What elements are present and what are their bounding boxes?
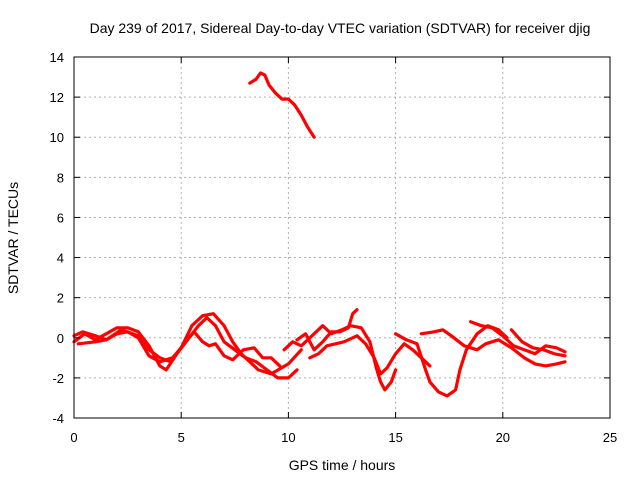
- y-tick-label: 2: [57, 291, 64, 306]
- x-tick-label: 0: [70, 430, 77, 445]
- series-track-10: [509, 328, 567, 358]
- x-tick-label: 25: [603, 430, 617, 445]
- grid-lines: [74, 57, 610, 418]
- y-tick-label: 0: [57, 331, 64, 346]
- y-axis-label: SDTVAR / TECUs: [5, 182, 21, 294]
- y-tick-label: 10: [50, 130, 64, 145]
- series-track-1: [72, 316, 299, 380]
- series-track-6: [308, 334, 432, 376]
- y-tick-label: 8: [57, 170, 64, 185]
- x-tick-label: 10: [281, 430, 295, 445]
- series-track-9: [469, 320, 567, 356]
- x-tick-label: 20: [496, 430, 510, 445]
- x-tick-label: 15: [388, 430, 402, 445]
- series-track-3: [76, 328, 282, 368]
- series-track-11: [248, 71, 316, 139]
- plot-frame: [73, 56, 611, 419]
- chart-title: Day 239 of 2017, Sidereal Day-to-day VTE…: [90, 20, 591, 36]
- x-tick-label: 5: [178, 430, 185, 445]
- series-track-8: [419, 328, 567, 368]
- series-track-5: [282, 324, 398, 392]
- y-tick-label: 12: [50, 90, 64, 105]
- y-tick-label: -4: [52, 411, 64, 426]
- y-tick-label: 14: [50, 50, 64, 65]
- x-axis-label: GPS time / hours: [289, 457, 396, 473]
- y-tick-label: 4: [57, 251, 64, 266]
- y-tick-label: -2: [52, 371, 64, 386]
- axis-ticks: 0 5 10 15 20 25 -4 -2 0 2 4 6 8 10 12 14: [50, 50, 618, 445]
- data-series: [72, 71, 567, 398]
- series-track-2: [72, 312, 303, 376]
- y-tick-label: 6: [57, 210, 64, 225]
